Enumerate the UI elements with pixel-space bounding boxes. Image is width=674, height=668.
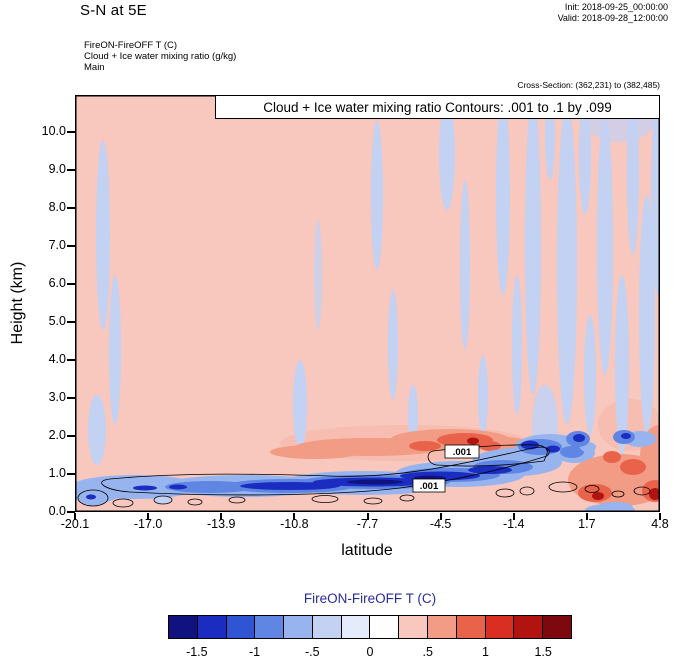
colorbar	[168, 615, 572, 639]
colorbar-cell	[543, 616, 571, 638]
x-tick-label: -17.0	[133, 517, 163, 531]
x-axis-title: latitude	[341, 542, 393, 559]
x-tick-mark	[512, 513, 515, 520]
y-tick-label: 1.0	[48, 466, 66, 480]
x-tick-mark	[147, 513, 150, 520]
y-tick-mark	[67, 131, 75, 133]
x-tick-mark	[220, 513, 223, 520]
grid-label: Main	[84, 62, 105, 73]
cross-section-plot: .001 .001	[75, 95, 660, 512]
y-tick-mark	[67, 245, 75, 247]
colorbar-cell	[226, 616, 256, 638]
y-tick-label: 10.0	[41, 124, 66, 138]
x-tick-label: -4.5	[429, 517, 452, 531]
y-tick-mark	[67, 169, 75, 171]
contour-label-lower: .001	[420, 481, 439, 492]
colorbar-tick-label: 1.5	[534, 645, 552, 659]
y-tick-mark	[67, 359, 75, 361]
contour-info-text: Cloud + Ice water mixing ratio Contours:…	[263, 99, 612, 115]
x-tick-label: 1.7	[578, 517, 596, 531]
x-tick-mark	[293, 513, 296, 520]
colorbar-cell	[341, 616, 371, 638]
colorbar-tick-label: -.5	[304, 645, 320, 659]
x-tick-label: -1.4	[502, 517, 525, 531]
colorbar-cell	[456, 616, 486, 638]
cold-band	[75, 434, 595, 503]
colorbar-cell	[197, 616, 227, 638]
x-tick-label: -20.1	[60, 517, 90, 531]
plot-title: S-N at 5E	[80, 2, 147, 19]
y-tick-label: 8.0	[48, 200, 66, 214]
y-tick-mark	[67, 473, 75, 475]
colorbar-tick-label: -1	[249, 645, 261, 659]
init-time: Init: 2018-09-25_00:00:00	[564, 2, 668, 12]
y-tick-mark	[67, 283, 75, 285]
colorbar-title: FireON-FireOFF T (C)	[303, 591, 437, 606]
y-tick-label: 0.0	[48, 504, 66, 518]
x-tick-mark	[439, 513, 442, 520]
y-tick-mark	[67, 511, 75, 513]
y-tick-label: 5.0	[48, 314, 66, 328]
colorbar-cell	[312, 616, 342, 638]
warm-anomaly-band	[270, 429, 530, 459]
field-descriptions: FireON-FireOFF T (C) Cloud + Ice water m…	[84, 40, 236, 73]
x-tick-mark	[366, 513, 369, 520]
cloud-contours	[77, 444, 651, 508]
contour-label-upper: .001	[453, 447, 472, 458]
x-tick-mark	[585, 513, 588, 520]
contour-field-label: Cloud + Ice water mixing ratio (g/kg)	[84, 51, 237, 62]
colorbar-tick-label: -1.5	[186, 645, 208, 659]
colorbar-cell	[485, 616, 515, 638]
colorbar-cell	[255, 616, 285, 638]
colorbar-tick-label: .5	[422, 645, 433, 659]
colorbar-cell	[514, 616, 544, 638]
cross-section-label: Cross-Section: (362,231) to (382,485)	[517, 80, 660, 90]
shaded-field-label: FireON-FireOFF T (C)	[84, 40, 178, 51]
y-axis-title: Height (km)	[9, 261, 26, 345]
contour-labels: .001 .001	[412, 444, 480, 493]
colorbar-tick-label: 0	[366, 645, 374, 659]
contour-info-box: Cloud + Ice water mixing ratio Contours:…	[215, 95, 660, 119]
x-tick-label: -10.8	[280, 517, 309, 531]
colorbar-tick-label: 1	[481, 645, 489, 659]
colorbar-cell	[284, 616, 313, 638]
colorbar-cell	[370, 616, 400, 638]
valid-time: Valid: 2018-09-28_12:00:00	[557, 13, 668, 23]
x-tick-label: -13.9	[207, 517, 236, 531]
colorbar-cell	[428, 616, 457, 638]
y-tick-mark	[67, 207, 75, 209]
y-tick-mark	[67, 321, 75, 323]
y-tick-label: 3.0	[48, 390, 66, 404]
y-tick-mark	[67, 435, 75, 437]
y-tick-label: 6.0	[48, 276, 66, 290]
y-tick-mark	[67, 397, 75, 399]
y-tick-label: 4.0	[48, 352, 66, 366]
colorbar-cell	[169, 616, 198, 638]
run-times: Init: 2018-09-25_00:00:00 Valid: 2018-09…	[558, 2, 668, 24]
x-tick-mark	[659, 513, 661, 520]
y-tick-label: 7.0	[48, 238, 66, 252]
y-tick-label: 9.0	[48, 162, 66, 176]
mixed-anomaly-cluster	[566, 425, 660, 512]
x-tick-label: -7.7	[356, 517, 379, 531]
colorbar-cell	[399, 616, 429, 638]
x-tick-mark	[74, 513, 76, 520]
x-tick-label: 4.8	[651, 517, 669, 531]
cold-streaks	[88, 95, 660, 465]
y-tick-label: 2.0	[48, 428, 66, 442]
